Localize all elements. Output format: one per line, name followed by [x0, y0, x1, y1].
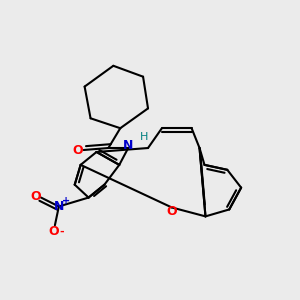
- Text: H: H: [140, 132, 149, 142]
- Text: O: O: [167, 205, 177, 218]
- Text: O: O: [72, 143, 83, 157]
- Text: O: O: [30, 190, 41, 202]
- Text: O: O: [48, 225, 59, 238]
- Text: -: -: [59, 226, 64, 236]
- Text: +: +: [62, 196, 70, 206]
- Text: N: N: [54, 200, 64, 213]
- Text: N: N: [123, 139, 134, 152]
